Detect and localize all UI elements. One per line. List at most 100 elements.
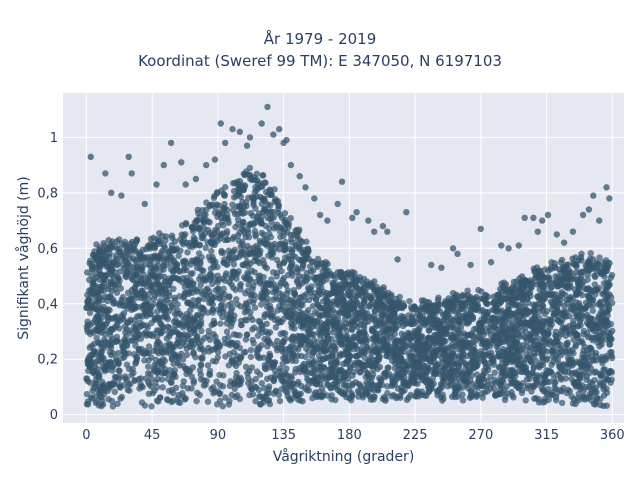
data-point	[539, 335, 546, 342]
data-point	[418, 297, 426, 304]
data-point	[336, 281, 344, 288]
data-point	[438, 364, 445, 371]
data-point	[573, 332, 580, 339]
data-point	[305, 306, 312, 314]
data-point	[501, 386, 508, 394]
data-point	[287, 215, 294, 222]
data-point	[100, 248, 107, 255]
data-point	[524, 385, 531, 392]
data-point	[228, 281, 235, 288]
data-point	[237, 282, 244, 289]
data-point	[202, 291, 209, 298]
data-point	[311, 358, 318, 365]
data-point	[361, 346, 368, 354]
data-point	[103, 272, 110, 279]
data-point	[231, 255, 238, 262]
data-point	[341, 373, 348, 380]
data-point	[380, 284, 387, 291]
data-point	[563, 308, 570, 316]
data-point	[536, 373, 543, 380]
data-point	[88, 394, 95, 401]
data-point	[521, 333, 528, 341]
data-point	[509, 366, 516, 373]
data-point	[401, 332, 408, 339]
data-point	[244, 242, 251, 250]
data-point	[209, 272, 216, 280]
data-point	[180, 356, 187, 363]
data-point	[324, 392, 331, 399]
data-point	[594, 334, 601, 341]
data-point	[171, 294, 178, 301]
data-point	[406, 333, 413, 340]
data-point	[336, 368, 343, 375]
data-point	[556, 369, 564, 377]
data-point	[277, 330, 284, 338]
data-point	[161, 314, 168, 321]
data-point	[574, 323, 582, 330]
data-point	[237, 249, 244, 256]
data-point	[250, 340, 257, 347]
data-point	[498, 352, 506, 359]
data-point	[294, 391, 301, 399]
data-point	[141, 302, 148, 309]
data-point	[220, 285, 227, 292]
data-point	[148, 403, 155, 410]
data-point	[177, 236, 184, 243]
data-point	[488, 349, 495, 356]
data-point	[587, 250, 594, 257]
data-point	[206, 370, 213, 378]
data-point	[113, 322, 121, 329]
data-point	[202, 244, 209, 251]
data-point	[221, 277, 229, 284]
data-point	[498, 325, 505, 333]
data-point	[142, 329, 149, 336]
data-point	[502, 315, 509, 322]
data-point	[388, 382, 396, 389]
data-point	[157, 359, 165, 366]
data-point	[85, 367, 92, 374]
data-point	[388, 306, 395, 314]
data-point	[322, 292, 330, 300]
data-point	[187, 270, 195, 278]
data-point	[234, 232, 242, 239]
data-point	[603, 296, 610, 304]
data-point	[470, 364, 478, 371]
data-point	[276, 263, 283, 270]
data-point	[408, 320, 415, 328]
data-point	[280, 229, 288, 236]
data-point	[219, 230, 227, 237]
data-point	[295, 378, 302, 386]
data-point	[550, 340, 558, 347]
data-point	[229, 201, 236, 208]
data-point	[249, 326, 256, 333]
data-point	[202, 216, 210, 224]
data-point	[367, 300, 374, 308]
data-point	[307, 268, 315, 275]
data-point	[324, 380, 331, 388]
data-point	[558, 399, 566, 407]
data-point	[204, 362, 212, 369]
data-point	[195, 302, 202, 309]
data-point	[300, 366, 308, 373]
data-point	[467, 388, 475, 395]
data-point	[156, 230, 163, 237]
data-point	[555, 283, 562, 290]
data-point	[584, 285, 591, 293]
data-point	[206, 336, 214, 343]
data-point	[94, 264, 101, 271]
data-point	[382, 304, 389, 311]
data-point	[267, 208, 275, 215]
data-point	[343, 328, 350, 335]
data-point	[360, 314, 367, 321]
data-point	[272, 223, 279, 230]
data-point	[565, 369, 573, 376]
data-point	[307, 286, 314, 294]
data-point	[169, 304, 177, 312]
data-point	[324, 332, 331, 339]
data-point	[270, 377, 277, 384]
data-point	[482, 344, 489, 352]
data-point	[322, 307, 330, 315]
data-point	[96, 327, 103, 334]
data-point	[128, 371, 135, 379]
data-point	[584, 360, 591, 367]
